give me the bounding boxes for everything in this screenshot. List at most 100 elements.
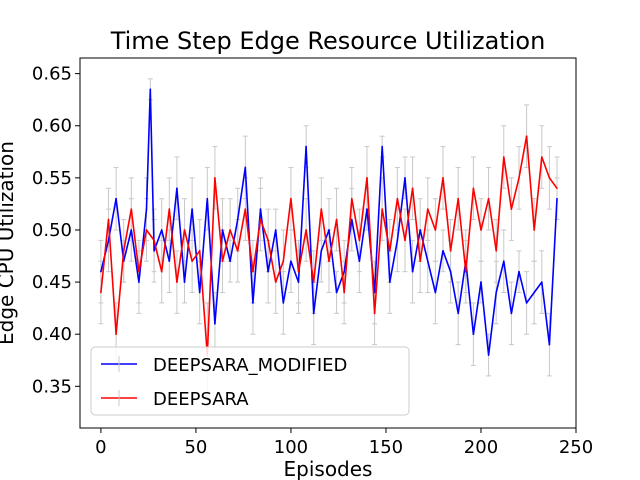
data-point	[320, 250, 323, 252]
data-point	[183, 229, 186, 231]
data-point	[472, 187, 475, 190]
data-point	[366, 208, 368, 210]
data-point	[548, 177, 551, 179]
data-point	[495, 291, 497, 294]
data-point	[518, 177, 520, 179]
data-point	[149, 88, 152, 91]
data-point	[540, 281, 543, 283]
data-point	[328, 260, 330, 263]
data-point	[130, 208, 133, 210]
data-point	[434, 291, 437, 294]
y-axis-label: Edge CPU Utilization	[0, 141, 18, 345]
data-point	[328, 229, 330, 231]
x-tick-label: 250	[559, 437, 593, 458]
data-point	[145, 229, 148, 231]
y-tick-label: 0.60	[32, 116, 72, 137]
data-point	[381, 208, 383, 210]
data-point	[548, 343, 551, 346]
data-point	[312, 281, 315, 283]
data-point	[100, 270, 102, 273]
data-point	[525, 135, 528, 137]
data-point	[388, 250, 391, 252]
data-point	[100, 291, 102, 294]
data-point	[198, 291, 201, 294]
data-point	[434, 229, 437, 231]
data-point	[556, 187, 558, 190]
data-point	[404, 177, 406, 179]
data-point	[411, 270, 414, 273]
data-point	[419, 229, 421, 231]
data-point	[540, 156, 543, 158]
data-point	[404, 239, 406, 242]
data-point	[366, 177, 368, 179]
data-point	[442, 177, 444, 179]
data-point	[396, 239, 399, 242]
data-point	[198, 250, 201, 252]
data-point	[282, 260, 285, 263]
data-point	[138, 281, 140, 283]
y-tick-label: 0.40	[32, 324, 72, 345]
data-point	[244, 208, 247, 210]
y-tick-label: 0.65	[32, 64, 72, 85]
data-point	[214, 177, 216, 179]
data-point	[480, 229, 482, 231]
y-tick-label: 0.45	[32, 272, 72, 293]
data-point	[343, 291, 345, 294]
data-point	[221, 229, 224, 231]
data-point	[464, 270, 467, 273]
data-point	[373, 312, 376, 315]
data-point	[350, 218, 353, 221]
data-point	[229, 229, 231, 231]
data-point	[350, 197, 353, 200]
data-point	[252, 302, 254, 304]
data-point	[358, 260, 361, 263]
data-point	[502, 260, 505, 263]
x-tick-label: 200	[464, 437, 498, 458]
data-point	[122, 250, 125, 252]
y-tick-label: 0.35	[32, 376, 72, 397]
data-point	[312, 312, 315, 315]
data-point	[290, 260, 292, 263]
data-point	[510, 208, 513, 210]
legend-label: DEEPSARA	[153, 389, 249, 410]
x-tick-label: 150	[369, 437, 403, 458]
data-point	[449, 270, 452, 273]
data-point	[107, 218, 110, 221]
data-point	[335, 218, 338, 221]
data-point	[457, 312, 459, 315]
data-point	[115, 333, 117, 335]
data-point	[267, 239, 269, 242]
data-point	[130, 229, 133, 231]
data-point	[115, 197, 117, 200]
data-point	[259, 208, 262, 210]
legend-label: DEEPSARA_MODIFIED	[153, 355, 347, 376]
data-point	[267, 270, 269, 273]
data-point	[153, 239, 155, 242]
data-point	[518, 270, 520, 273]
data-point	[381, 145, 383, 148]
data-point	[206, 197, 209, 200]
data-point	[442, 250, 444, 252]
data-point	[221, 260, 224, 263]
data-point	[396, 197, 399, 200]
data-point	[290, 197, 292, 200]
data-point	[487, 197, 490, 200]
data-point	[419, 260, 421, 263]
data-point	[533, 229, 535, 231]
data-point	[533, 291, 535, 294]
data-point	[556, 197, 558, 200]
data-point	[259, 218, 262, 221]
legend: DEEPSARA_MODIFIED DEEPSARA	[90, 346, 410, 416]
data-point	[176, 187, 178, 190]
data-point	[487, 354, 490, 356]
data-point	[297, 270, 300, 273]
data-point	[160, 229, 163, 231]
data-point	[236, 218, 239, 221]
data-point	[168, 260, 171, 263]
data-point	[305, 145, 307, 148]
data-point	[244, 166, 247, 169]
data-point	[229, 260, 231, 263]
data-point	[388, 281, 391, 283]
data-point	[107, 239, 110, 242]
